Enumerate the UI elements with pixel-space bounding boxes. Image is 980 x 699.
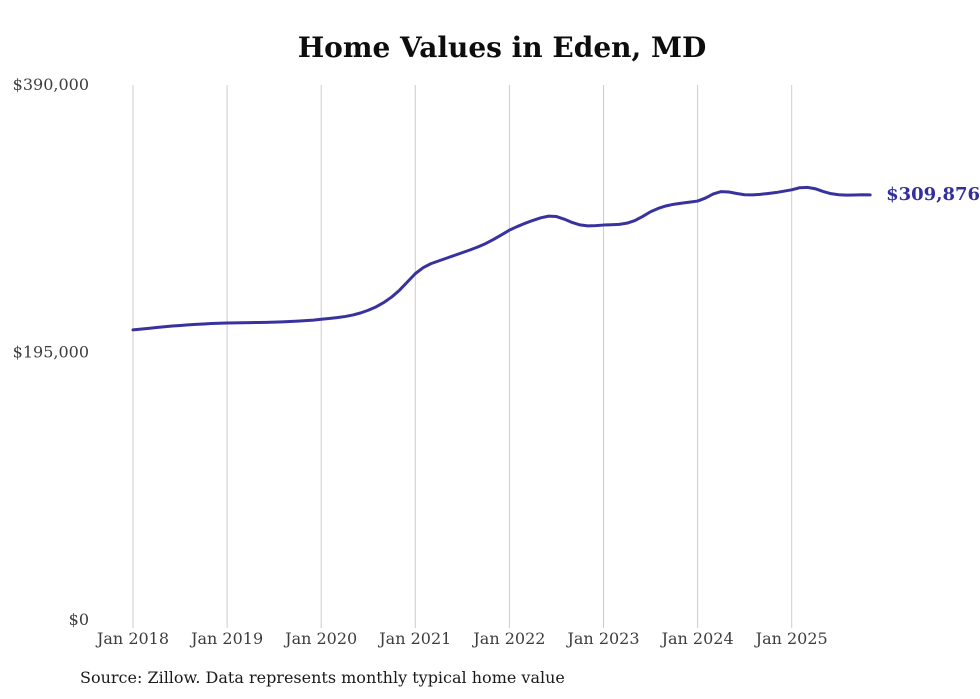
chart-title: Home Values in Eden, MD bbox=[298, 31, 707, 64]
source-note: Source: Zillow. Data represents monthly … bbox=[80, 668, 565, 687]
x-tick-jan-2021: Jan 2021 bbox=[377, 629, 451, 648]
home-value-line bbox=[131, 185, 872, 332]
x-axis-labels: Jan 2018 Jan 2019 Jan 2020 Jan 2021 Jan 2022… bbox=[95, 629, 828, 648]
x-tick-jan-2024: Jan 2024 bbox=[660, 629, 734, 648]
y-tick-195000: $195,000 bbox=[13, 343, 89, 362]
y-tick-390000: $390,000 bbox=[13, 75, 89, 94]
x-tick-jan-2023: Jan 2023 bbox=[565, 629, 639, 648]
final-value-label: $309,876 bbox=[886, 184, 980, 205]
vertical-gridlines bbox=[132, 85, 793, 628]
x-tick-jan-2018: Jan 2018 bbox=[95, 629, 169, 648]
y-tick-0: $0 bbox=[69, 610, 89, 629]
x-tick-jan-2019: Jan 2019 bbox=[189, 629, 263, 648]
x-tick-jan-2025: Jan 2025 bbox=[754, 629, 828, 648]
x-tick-jan-2020: Jan 2020 bbox=[283, 629, 357, 648]
y-axis-labels: $390,000 $195,000 $0 bbox=[13, 75, 89, 629]
x-tick-jan-2022: Jan 2022 bbox=[471, 629, 545, 648]
